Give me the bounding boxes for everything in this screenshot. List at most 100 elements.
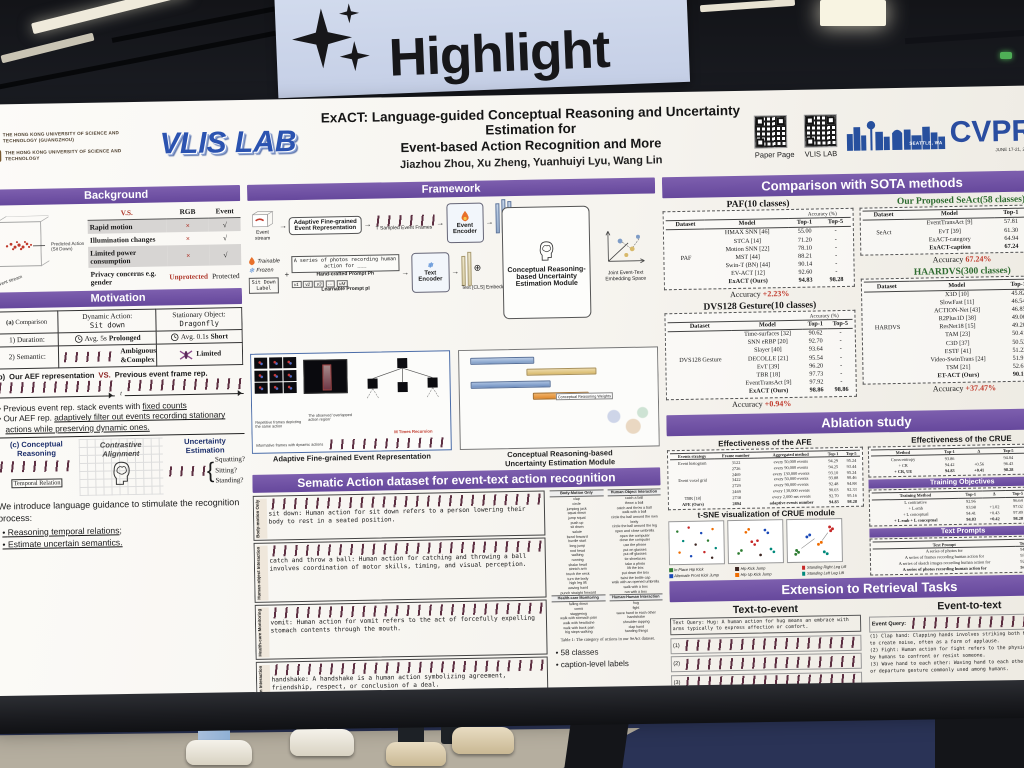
sneaker bbox=[186, 740, 252, 765]
conceptual-reasoning-label: (c) Conceptual Reasoning bbox=[9, 439, 63, 459]
legend-swatch bbox=[802, 571, 806, 576]
event-encoder-box: Event Encoder bbox=[445, 202, 484, 244]
handcrafted-prompt-box: A series of photos recording human actio… bbox=[290, 253, 400, 273]
table-cell: Limited power consumption bbox=[90, 247, 137, 266]
table-cell bbox=[866, 372, 911, 381]
time-axis: t bbox=[0, 391, 122, 399]
table-cell: √ bbox=[222, 219, 227, 229]
figure-caption: Predicted Action (Sit Down) bbox=[50, 240, 85, 252]
table-cell: 98.86 bbox=[809, 386, 824, 394]
table-cell: 46.54 bbox=[1011, 297, 1024, 305]
table-cell: 98.86 bbox=[834, 385, 849, 394]
legend-swatch bbox=[735, 567, 740, 571]
arrow-right-icon: → bbox=[363, 219, 372, 230]
retrieval-result-row: (2) bbox=[670, 653, 863, 673]
arrow-right-icon: → bbox=[436, 218, 445, 228]
row-label: 1) Duration: bbox=[0, 332, 59, 348]
event-stream-label: Event stream bbox=[254, 229, 271, 242]
affiliation-row: THE HONG KONG UNIVERSITY OF SCIENCE AND … bbox=[0, 128, 141, 146]
section-header-motivation: Motivation bbox=[0, 288, 243, 309]
text-embedding-bars bbox=[460, 251, 473, 286]
table-cell: ET-ACT (Ours) bbox=[937, 371, 980, 380]
text-path: Trainable ❄ Frozen Sit Down Label + A ser… bbox=[248, 250, 549, 295]
list-item: Standing? bbox=[215, 476, 244, 485]
affiliation-text: THE HONG KONG UNIVERSITY OF SCIENCE AND … bbox=[5, 148, 122, 162]
example-caption: catch and throw a ball: Human action for… bbox=[269, 553, 527, 573]
table-cell: 51.91 bbox=[1012, 354, 1024, 362]
background-body: Predicted Action (Sit Down) Event stream… bbox=[0, 204, 242, 291]
table-cell: × bbox=[185, 220, 190, 230]
table-cell: 52.63 bbox=[1012, 362, 1024, 370]
cvpr-logo: SEATTLE, WA CVPR JUNE 17-21, 2024 bbox=[845, 103, 1024, 158]
affiliation-row: THE HONG KONG UNIVERSITY OF SCIENCE AND … bbox=[0, 146, 142, 164]
banner-title: Highlight bbox=[387, 19, 611, 88]
subfigure-note: Repetitive frames depicting the same act… bbox=[255, 419, 302, 429]
list-item: (3) Wave hand to each other: Waving hand… bbox=[870, 659, 1024, 675]
section-header-comparison: Comparison with SOTA methods bbox=[661, 169, 1024, 199]
retrieval-result-row: (1) bbox=[670, 634, 862, 655]
table-cell: Top-1 bbox=[1003, 279, 1024, 290]
tsne-panels bbox=[668, 518, 865, 566]
class-items: hug fight wave hand to each other handshake… bbox=[609, 601, 663, 635]
authors: Jiazhou Zhou, Xu Zheng, Yuanhuiyi Lyu, W… bbox=[400, 154, 663, 172]
qr-code-icon bbox=[803, 114, 838, 148]
contrastive-alignment-label: Contrastive Alignment bbox=[99, 440, 142, 459]
afe-ablation-table: Events strategy Frame number Aggregated me… bbox=[669, 449, 861, 507]
table-cell: + L emb + L conceptual bbox=[894, 517, 938, 523]
legend-swatch bbox=[735, 573, 740, 577]
table-cell: 94.83 bbox=[944, 467, 955, 473]
table-cell: A series of photos recording human actio… bbox=[902, 565, 987, 572]
table-cell: √ bbox=[223, 232, 228, 242]
research-poster: THE HONG KONG UNIVERSITY OF SCIENCE AND … bbox=[0, 85, 1024, 721]
legend-swatch bbox=[669, 568, 673, 573]
table-cell: 51.22 bbox=[1012, 346, 1024, 354]
uncertainty-clouds bbox=[604, 405, 653, 441]
arrow-right-icon: → bbox=[278, 221, 288, 231]
class-label-box: Sit Down Label bbox=[248, 277, 279, 294]
example-caption: sit down: Human action for sit down refe… bbox=[268, 506, 526, 526]
dataset-body: Body-motion Only sit down: Human action … bbox=[252, 488, 665, 707]
comparison-tables: PAF(10 classes) Accuracy (%) Dataset Mode… bbox=[662, 194, 1024, 413]
table-cell: Top-1 bbox=[1015, 539, 1024, 547]
snowflake-icon: ❄ bbox=[248, 267, 255, 275]
dataset-example: Health-care Monitoring vomit: Human acti… bbox=[254, 599, 548, 660]
table-cell: 98.28 bbox=[829, 276, 844, 284]
crue-subfigure: Conceptual Reasoning Weights Conceptual … bbox=[458, 346, 660, 469]
flame-icon bbox=[249, 257, 255, 266]
table-cell bbox=[669, 388, 733, 397]
table-cell: 90.10 bbox=[1012, 370, 1024, 378]
motivation-comparison-table: (a) Comparison Dynamic Action: Sit down S… bbox=[0, 307, 243, 370]
framework-subfigures: Repetitive frames depicting the same act… bbox=[250, 346, 660, 473]
ceiling-light bbox=[0, 32, 95, 64]
title-block: ExACT: Language-guided Conceptual Reason… bbox=[315, 103, 747, 173]
paf-table: Dataset Model Top-1 Top-5 HMAX SNN [46] 55.00… bbox=[665, 217, 852, 287]
clock-icon bbox=[74, 335, 83, 343]
uncertainty-questions: Squatting? Sitting? Standing? bbox=[215, 454, 246, 486]
ceiling-truss bbox=[0, 30, 278, 91]
flame-icon bbox=[461, 210, 469, 222]
panel-label-b: (b) bbox=[0, 372, 6, 382]
text-encoder-box: ❄ Text Encoder bbox=[410, 251, 450, 293]
oplus-icon: ⊕ bbox=[473, 262, 482, 273]
row-label: 2) Semantic: bbox=[0, 346, 60, 370]
qr-code-icon bbox=[754, 115, 788, 149]
framework-diagram: Event stream → Adaptive Fine-grained Eve… bbox=[247, 196, 658, 351]
list-item: Our AEF rep. adaptively filter out event… bbox=[3, 409, 244, 434]
table-cell: 2894 bbox=[732, 500, 742, 506]
table-cell: 98.28 bbox=[1013, 515, 1024, 521]
class-items: catch a ball throw a ball catch and throw … bbox=[607, 496, 662, 595]
arrow-right-icon: → bbox=[451, 267, 460, 277]
table-cell: 50.52 bbox=[1012, 338, 1024, 346]
table-cell: +0.41 bbox=[974, 466, 985, 473]
table-cell: Privacy concerns e.g. gender bbox=[90, 268, 157, 287]
event-figures-strip bbox=[61, 350, 119, 363]
table-cell: Unprotected bbox=[169, 271, 209, 281]
table-cell: 94.83 bbox=[966, 516, 977, 522]
section-header-background: Background bbox=[0, 185, 241, 206]
event-figures-strip bbox=[908, 615, 1024, 630]
category-tag: Body-motion Only bbox=[254, 498, 267, 539]
motivation-outro: We introduce language guidance to stimul… bbox=[0, 497, 240, 524]
afe-subfigure: Repetitive frames depicting the same act… bbox=[250, 350, 452, 473]
tsne-scatter-1 bbox=[668, 520, 725, 566]
